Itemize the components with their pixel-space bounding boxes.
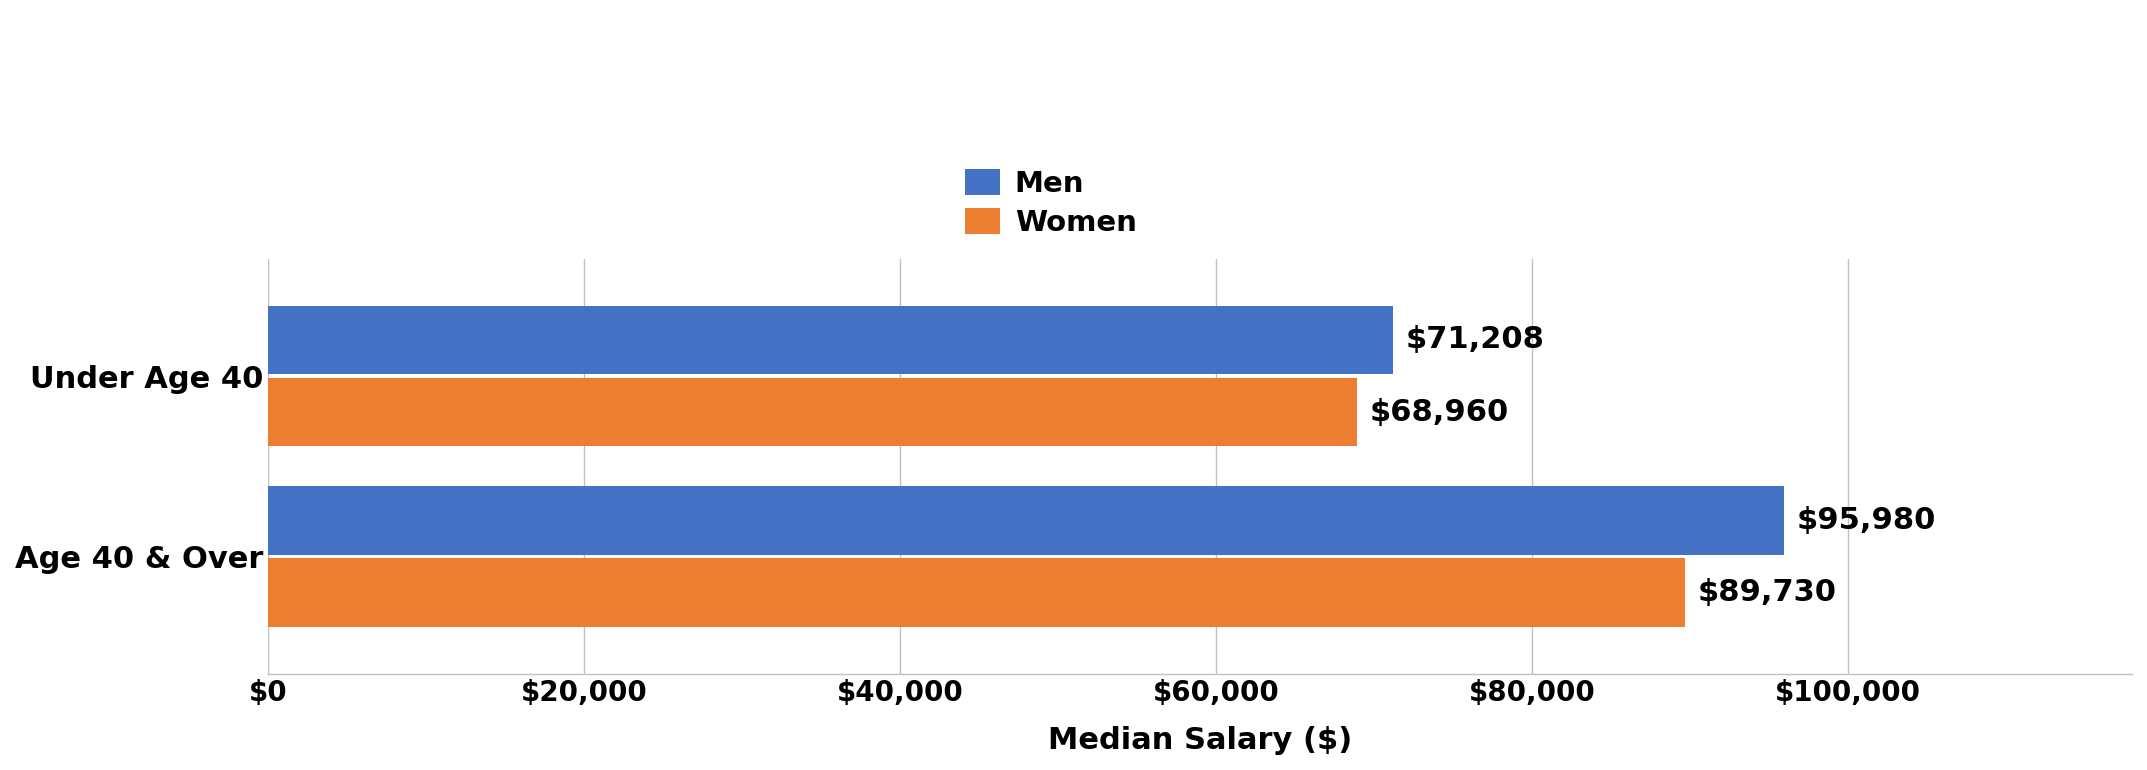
Text: $71,208: $71,208 xyxy=(1406,326,1544,354)
Bar xyxy=(268,378,1357,447)
Bar xyxy=(268,486,1784,554)
X-axis label: Median Salary ($): Median Salary ($) xyxy=(1048,726,1353,755)
Text: $68,960: $68,960 xyxy=(1370,397,1509,427)
Bar xyxy=(268,306,1393,374)
Legend: Men, Women: Men, Women xyxy=(953,157,1149,249)
Text: $89,730: $89,730 xyxy=(1698,578,1838,607)
Text: $95,980: $95,980 xyxy=(1797,506,1937,535)
Bar xyxy=(268,558,1685,627)
